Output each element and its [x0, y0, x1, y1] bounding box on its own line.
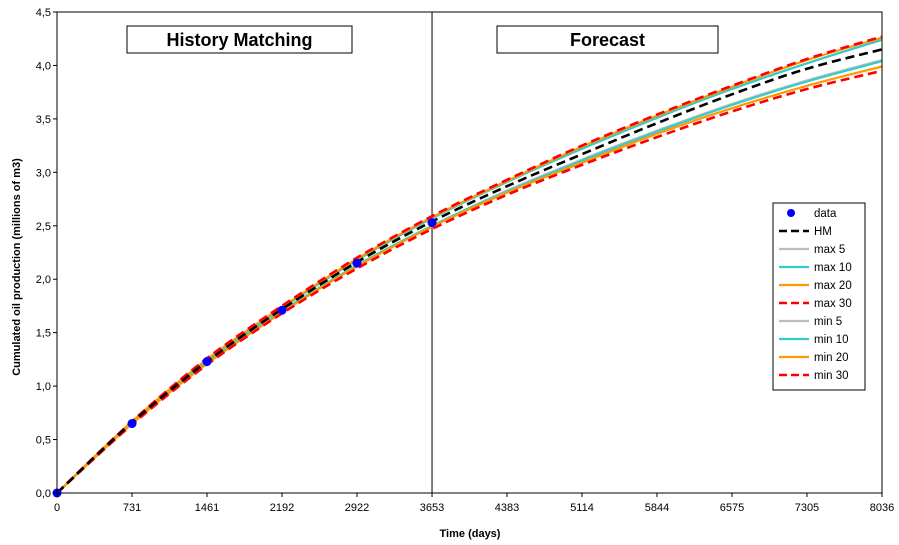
x-tick-label: 7305 — [795, 502, 819, 514]
y-tick-label: 1,0 — [36, 381, 51, 393]
x-tick-label: 4383 — [495, 502, 519, 514]
legend-label-data: data — [814, 208, 837, 220]
legend-label-min-20: min 20 — [814, 352, 849, 364]
x-tick-label: 2192 — [270, 502, 294, 514]
plot-frame — [56, 11, 883, 494]
legend-label-max-10: max 10 — [814, 262, 852, 274]
y-tick-label: 4,0 — [36, 60, 51, 72]
legend-box — [772, 202, 866, 391]
x-tick-label: 3653 — [420, 502, 444, 514]
series-line-max-30 — [56, 35, 883, 494]
legend-label-max-20: max 20 — [814, 280, 852, 292]
series-line-max-10 — [56, 38, 883, 494]
series-line-min-5 — [56, 59, 883, 494]
legend-label-min-5: min 5 — [814, 316, 842, 328]
axes: 0,0 0,5 1,0 1,5 2,0 2,5 3,0 3,5 4,0 4,5 0 731 1461 21… — [36, 7, 895, 514]
y-tick-label: 4,5 — [36, 7, 51, 19]
data-point — [427, 218, 437, 228]
forecast-label: Forecast — [570, 30, 645, 50]
data-point — [202, 357, 212, 367]
y-tick-label: 3,5 — [36, 114, 51, 126]
x-axis-title: Time (days) — [440, 528, 501, 540]
x-tick-label: 8036 — [870, 502, 894, 514]
x-tick-label: 6575 — [720, 502, 744, 514]
x-tick-label: 1461 — [195, 502, 219, 514]
legend-label-max-5: max 5 — [814, 244, 845, 256]
y-tick-label: 0,0 — [36, 488, 51, 500]
y-axis-title: Cumulated oil production (millions of m3… — [11, 158, 23, 376]
y-tick-label: 2,5 — [36, 221, 51, 233]
x-tick-label: 5114 — [570, 502, 594, 514]
annotations: History Matching Forecast — [126, 25, 719, 54]
history-label: History Matching — [166, 30, 312, 50]
series-line-max-5 — [56, 38, 883, 494]
y-tick-label: 2,0 — [36, 274, 51, 286]
forecast-label-box — [496, 25, 719, 54]
legend-label-min-10: min 10 — [814, 334, 849, 346]
y-tick-label: 0,5 — [36, 435, 51, 447]
series-line-min-10 — [56, 60, 883, 494]
series-line-min-30 — [56, 69, 883, 494]
x-tick-label: 0 — [54, 502, 60, 514]
data-point — [277, 305, 287, 315]
y-tick-label: 3,0 — [36, 167, 51, 179]
data-point — [127, 419, 137, 429]
legend-swatch-data — [787, 209, 795, 217]
history-label-box — [126, 25, 353, 54]
legend-label-hm: HM — [814, 226, 832, 238]
x-tick-label: 731 — [123, 502, 141, 514]
x-tick-label: 5844 — [645, 502, 669, 514]
plot-area — [52, 12, 883, 498]
legend: data HM max 5 max 10 max 20 max 30 min 5 min 10… — [772, 202, 866, 391]
series-line-min-20 — [56, 65, 883, 494]
legend-label-min-30: min 30 — [814, 370, 849, 382]
x-tick-label: 2922 — [345, 502, 369, 514]
data-point — [352, 258, 362, 268]
y-tick-label: 1,5 — [36, 328, 51, 340]
series-line-hm — [56, 48, 883, 494]
series-line-max-20 — [56, 36, 883, 494]
legend-label-max-30: max 30 — [814, 298, 852, 310]
